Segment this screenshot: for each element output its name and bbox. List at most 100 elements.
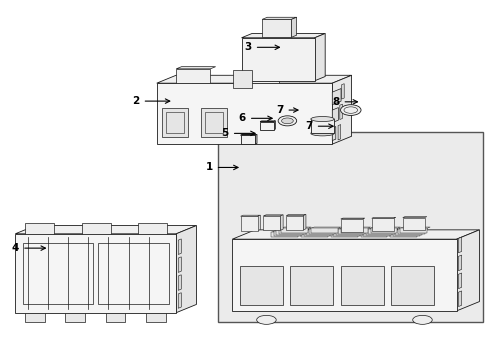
Polygon shape — [365, 230, 392, 235]
Polygon shape — [263, 215, 283, 216]
Polygon shape — [340, 228, 367, 233]
Polygon shape — [240, 135, 255, 144]
Polygon shape — [457, 273, 461, 289]
Polygon shape — [371, 218, 393, 231]
Polygon shape — [314, 33, 325, 81]
Polygon shape — [400, 227, 429, 228]
Polygon shape — [390, 266, 433, 305]
Polygon shape — [285, 216, 303, 230]
Polygon shape — [333, 231, 360, 237]
Polygon shape — [240, 134, 257, 135]
Polygon shape — [232, 70, 252, 87]
Polygon shape — [291, 17, 296, 37]
Text: 3: 3 — [244, 42, 279, 52]
Ellipse shape — [256, 315, 276, 324]
Ellipse shape — [310, 131, 333, 136]
Polygon shape — [65, 313, 85, 321]
Polygon shape — [337, 125, 340, 140]
Ellipse shape — [310, 117, 333, 122]
Polygon shape — [239, 266, 282, 305]
Polygon shape — [257, 215, 260, 231]
Polygon shape — [138, 223, 167, 234]
Polygon shape — [333, 230, 363, 231]
Polygon shape — [370, 227, 400, 228]
Polygon shape — [360, 232, 386, 237]
Polygon shape — [278, 228, 308, 229]
Text: 2: 2 — [132, 96, 169, 106]
Polygon shape — [330, 232, 357, 237]
Polygon shape — [301, 231, 330, 232]
Polygon shape — [289, 266, 332, 305]
Polygon shape — [25, 313, 44, 321]
Ellipse shape — [340, 105, 360, 116]
Polygon shape — [178, 275, 181, 291]
Text: 7: 7 — [276, 105, 297, 115]
Polygon shape — [276, 229, 305, 230]
Polygon shape — [371, 217, 395, 218]
Polygon shape — [232, 239, 456, 311]
Polygon shape — [176, 226, 196, 313]
Polygon shape — [365, 229, 395, 230]
Polygon shape — [305, 230, 332, 235]
Polygon shape — [240, 216, 257, 231]
Polygon shape — [341, 84, 344, 99]
Polygon shape — [400, 228, 427, 233]
Polygon shape — [178, 239, 181, 255]
Text: 8: 8 — [332, 97, 357, 107]
Text: 6: 6 — [238, 113, 272, 123]
Polygon shape — [15, 226, 196, 234]
Polygon shape — [178, 257, 181, 273]
Polygon shape — [303, 215, 305, 230]
Polygon shape — [370, 228, 397, 233]
Polygon shape — [308, 228, 338, 229]
Polygon shape — [335, 230, 362, 235]
Polygon shape — [338, 229, 365, 234]
Polygon shape — [146, 313, 165, 321]
Polygon shape — [260, 121, 275, 122]
Polygon shape — [367, 228, 397, 229]
Ellipse shape — [281, 118, 293, 124]
Polygon shape — [392, 230, 422, 231]
Polygon shape — [176, 69, 210, 83]
Polygon shape — [331, 89, 340, 105]
Polygon shape — [273, 231, 300, 237]
Polygon shape — [273, 121, 275, 130]
Polygon shape — [335, 229, 365, 230]
Polygon shape — [397, 229, 424, 234]
Polygon shape — [362, 230, 392, 231]
Polygon shape — [178, 293, 181, 308]
Ellipse shape — [412, 315, 431, 324]
Text: 5: 5 — [221, 129, 255, 138]
Polygon shape — [271, 231, 301, 232]
Polygon shape — [367, 229, 394, 234]
Polygon shape — [200, 108, 227, 137]
Polygon shape — [340, 218, 364, 219]
Polygon shape — [330, 231, 360, 232]
Polygon shape — [331, 108, 338, 123]
Polygon shape — [157, 75, 351, 83]
Polygon shape — [340, 266, 383, 305]
Polygon shape — [241, 33, 325, 38]
Polygon shape — [360, 231, 389, 232]
Polygon shape — [285, 215, 305, 216]
Polygon shape — [362, 231, 389, 237]
Polygon shape — [457, 255, 461, 271]
Polygon shape — [340, 219, 362, 231]
Polygon shape — [278, 229, 305, 234]
Polygon shape — [308, 229, 335, 234]
Polygon shape — [305, 229, 335, 230]
Polygon shape — [310, 119, 333, 134]
Polygon shape — [263, 216, 280, 230]
Polygon shape — [456, 230, 478, 311]
Polygon shape — [310, 228, 337, 233]
Polygon shape — [281, 227, 310, 228]
Polygon shape — [394, 230, 421, 235]
Polygon shape — [340, 227, 370, 228]
Polygon shape — [339, 104, 342, 120]
Text: 7: 7 — [305, 121, 332, 131]
Polygon shape — [271, 232, 298, 237]
Polygon shape — [457, 237, 461, 253]
Polygon shape — [232, 230, 478, 239]
Polygon shape — [217, 132, 483, 321]
Polygon shape — [276, 230, 303, 235]
